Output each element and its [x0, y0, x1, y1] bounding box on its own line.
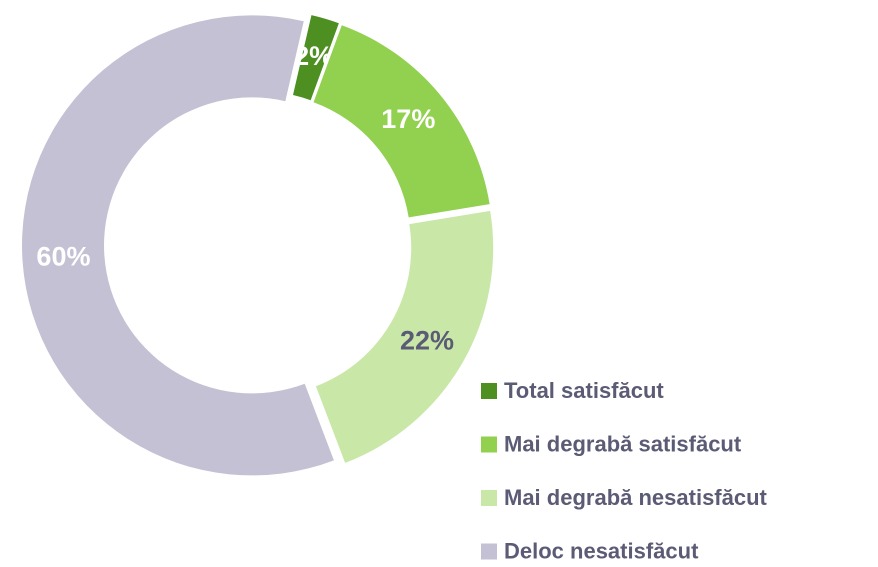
value-label: 60%	[36, 241, 90, 271]
legend-label: Mai degrabă nesatisfăcut	[504, 485, 768, 510]
value-label: 17%	[381, 104, 435, 134]
legend-swatch	[481, 543, 497, 560]
legend-swatch	[481, 436, 497, 453]
value-label: 22%	[400, 325, 454, 355]
legend-swatch	[481, 383, 497, 399]
donut-segment	[22, 15, 334, 476]
legend-label: Total satisfăcut	[504, 378, 664, 403]
donut-segment	[293, 15, 339, 101]
legend-label: Mai degrabă satisfăcut	[504, 431, 742, 456]
legend-swatch	[481, 490, 497, 506]
legend-label: Deloc nesatisfăcut	[504, 538, 699, 563]
value-label: 2%	[294, 41, 333, 71]
donut-segment	[315, 210, 494, 463]
donut-segment	[313, 25, 490, 218]
